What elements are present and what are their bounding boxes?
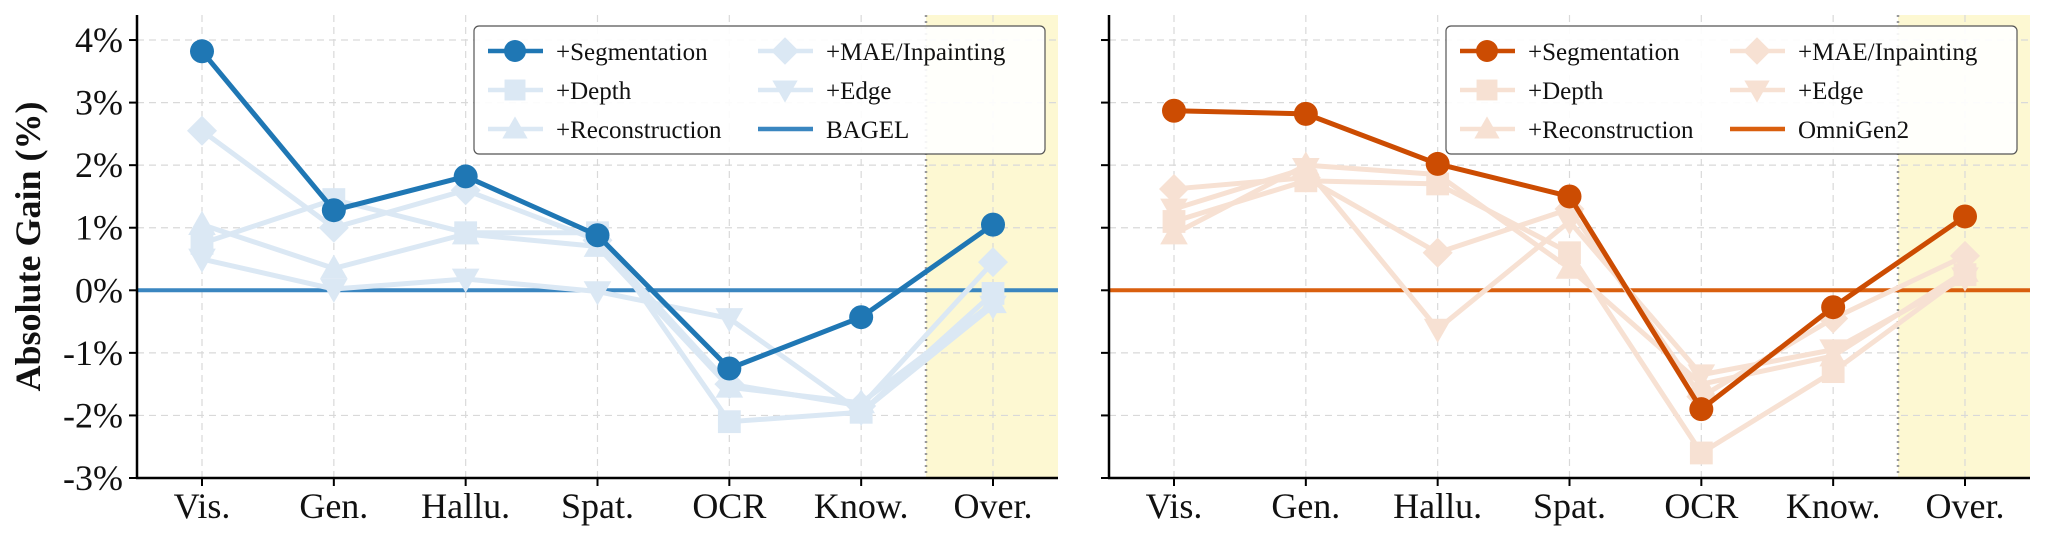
panel2-x-tick-label-0: Vis.	[1146, 486, 1203, 526]
panel1-series-4-point-0	[188, 248, 216, 273]
panel2-legend-marker-3	[1743, 37, 1771, 65]
panel2-x-tick-label-1: Gen.	[1271, 486, 1340, 526]
panel2-series-0	[1162, 98, 1977, 422]
panel2-x-tick-label-3: Spat.	[1533, 486, 1606, 526]
panel1-series-0-point-3	[585, 223, 610, 248]
panel1-y-tick-label-6: 3%	[75, 83, 123, 123]
panel1-series-0-point-4	[717, 356, 742, 381]
panel2-legend-marker-1	[1476, 79, 1498, 101]
panel1-series-4	[188, 248, 1007, 427]
panel2-series-1-point-3	[1558, 241, 1581, 265]
panel1-series-4-point-6	[979, 295, 1007, 320]
panel2-series-4-point-6	[1951, 267, 1979, 292]
panel1-legend-label-4: +Edge	[826, 78, 891, 105]
panel2-series-4-point-0	[1160, 198, 1188, 223]
panel1-x-tick-label-3: Spat.	[561, 486, 634, 526]
panel1-legend: +Segmentation +Depth +Reconstruction +MAE/I…	[473, 25, 1046, 155]
panel1-series-4-point-1	[320, 278, 348, 303]
panel2-series-0-point-4	[1689, 397, 1714, 422]
panel1-series-3-point-6	[978, 247, 1008, 278]
panel2-series-4-point-3	[1555, 211, 1584, 236]
panel1-legend-marker-2	[502, 116, 528, 139]
panel1-legend-marker-3	[771, 37, 799, 65]
panel1-series-0-point-6	[981, 212, 1005, 237]
panel1-legend-label-0: +Segmentation	[556, 39, 708, 66]
panel2-x-tick-label-2: Hallu.	[1393, 486, 1482, 526]
panel2-series-2-point-0	[1160, 220, 1188, 245]
panel1-series-2-point-0	[188, 210, 216, 235]
panel2-series-4-point-5	[1819, 339, 1847, 364]
panel2-series-0-point-0	[1162, 98, 1186, 123]
panel2-series-0-point-5	[1821, 295, 1846, 320]
panel2-legend-marker-0	[1476, 40, 1498, 62]
panel2-series-0-point-3	[1557, 184, 1582, 209]
panel2-legend-marker-4	[1744, 80, 1770, 103]
panel1-legend-marker-0	[504, 40, 526, 62]
panel1-series-0	[190, 39, 1005, 381]
panel1-x-tick-label-1: Gen.	[299, 486, 368, 526]
panel1-x-tick-label-2: Hallu.	[421, 486, 510, 526]
panel2-series-1-point-4	[1689, 441, 1713, 465]
panel2-series-2-point-3	[1555, 254, 1584, 279]
panel1-series-1-point-4	[717, 410, 741, 434]
panel1-legend-label-5: BAGEL	[826, 117, 909, 144]
panel2-legend-label-1: +Depth	[1528, 78, 1604, 105]
panel1-series-4-point-5	[847, 401, 875, 427]
panel2-series-3-point-0	[1159, 173, 1189, 204]
panel1-y-tick-label-7: 4%	[75, 20, 123, 60]
panel2-series-4-point-1	[1292, 157, 1320, 183]
panel1-series-2-point-1	[320, 254, 348, 279]
panel1-x-tick-label-0: Vis.	[174, 486, 231, 526]
panel1: -3% -2% -1% 0% 1% 2% 3% 4% Vis. Gen. Hallu. Spat. OC…	[8, 15, 1058, 526]
panel2-legend: +Segmentation +Depth +Reconstruction +MAE/I…	[1445, 25, 2018, 155]
panel2-legend-label-4: +Edge	[1798, 78, 1863, 105]
panel2-x-tick-label-4: OCR	[1664, 486, 1738, 526]
panel1-y-tick-label-5: 2%	[75, 145, 123, 185]
panel2-series-4	[1160, 157, 1979, 389]
panel2-series-0-point-1	[1293, 101, 1318, 126]
panel1-legend-label-1: +Depth	[556, 78, 632, 105]
panel1-series-0-point-5	[849, 305, 874, 330]
panel1-series-4-point-4	[715, 308, 744, 333]
panel1-legend-label-2: +Reconstruction	[556, 117, 722, 144]
panel2-series-0-point-6	[1953, 204, 1977, 229]
panel1-x-tick-label-5: Know.	[814, 486, 909, 526]
panel2-legend-label-2: +Reconstruction	[1528, 117, 1694, 144]
panel1-y-tick-label-3: 0%	[75, 270, 123, 310]
panel2-series-4-point-4	[1687, 364, 1716, 389]
panel1-series-3-point-0	[187, 115, 217, 146]
panel2-series-3-point-6	[1950, 240, 1980, 271]
panel2-series-3-point-2	[1422, 237, 1453, 268]
panel1-y-tick-label-2: -1%	[63, 333, 123, 373]
panel1-legend-marker-1	[504, 79, 526, 101]
panel1-series-4-point-2	[451, 268, 480, 293]
panel1-series-3-point-1	[318, 212, 349, 243]
panel1-x-tick-label-4: OCR	[692, 486, 766, 526]
panel2-legend-marker-2	[1474, 116, 1500, 139]
panel1-y-tick-label-0: -3%	[63, 458, 123, 498]
panel1-y-tick-label-1: -2%	[63, 395, 123, 435]
panel1-y-axis-label: Absolute Gain (%)	[8, 101, 48, 391]
panel1-series-0-point-1	[321, 198, 346, 223]
panel1-series-0-point-2	[453, 164, 478, 189]
panel1-series-4-point-3	[583, 281, 612, 306]
panel2-series-0-point-2	[1425, 151, 1450, 176]
panel2-legend-label-5: OmniGen2	[1798, 117, 1909, 144]
panel1-legend-marker-4	[772, 80, 798, 103]
panel2-legend-label-0: +Segmentation	[1528, 39, 1680, 66]
panel2-legend-label-3: +MAE/Inpainting	[1798, 39, 1978, 66]
panel2-x-tick-label-5: Know.	[1786, 486, 1881, 526]
panel1-series-2-point-2	[451, 220, 480, 245]
panel1-series-0-point-0	[190, 39, 214, 64]
panel1-y-tick-label-4: 1%	[75, 208, 123, 248]
panel2-x-tick-label-6: Over.	[1926, 486, 2005, 526]
panel2: Vis. Gen. Hallu. Spat. OCR Know. Over. +Segment…	[1101, 15, 2030, 526]
panel1-legend-label-3: +MAE/Inpainting	[826, 39, 1006, 66]
panel2-series-4-point-2	[1423, 318, 1452, 343]
panel1-x-tick-label-6: Over.	[954, 486, 1033, 526]
